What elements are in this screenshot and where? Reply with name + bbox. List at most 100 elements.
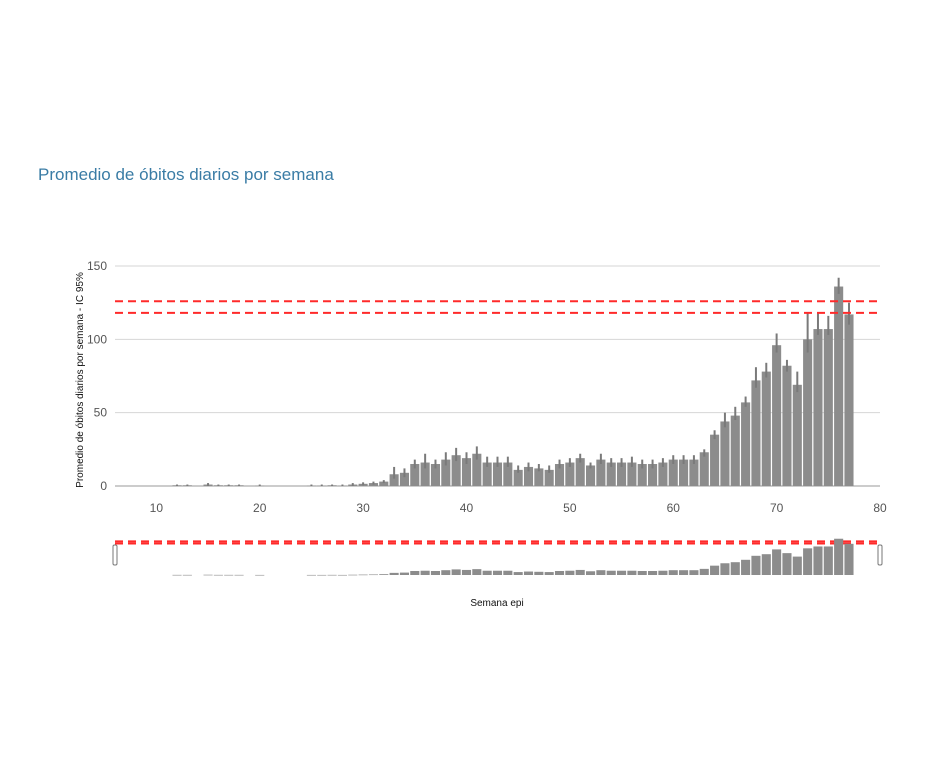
navigator-bar bbox=[358, 574, 368, 576]
range-navigator[interactable] bbox=[112, 538, 883, 576]
navigator-bar bbox=[648, 571, 658, 575]
bar bbox=[844, 314, 854, 486]
reference-lines bbox=[115, 300, 880, 545]
navigator-bar bbox=[844, 543, 854, 575]
navigator-bar bbox=[410, 571, 420, 575]
bar bbox=[565, 462, 575, 486]
x-tick-label: 20 bbox=[253, 501, 267, 515]
bar bbox=[513, 469, 523, 486]
navigator-bar bbox=[482, 570, 492, 575]
bar bbox=[617, 462, 627, 486]
bar bbox=[699, 452, 709, 486]
bar bbox=[472, 453, 482, 486]
navigator-bar bbox=[803, 548, 813, 575]
navigator-bar bbox=[741, 559, 751, 575]
navigator-bar bbox=[172, 574, 182, 576]
bar bbox=[803, 339, 813, 486]
y-axis-ticks: 0 50 100 150 bbox=[87, 259, 107, 493]
navigator-bar bbox=[772, 549, 782, 575]
navigator-bar bbox=[575, 569, 585, 575]
navigator-bar bbox=[792, 556, 802, 575]
navigator-bar bbox=[617, 570, 627, 575]
navigator-bar bbox=[834, 538, 844, 575]
chart-title: Promedio de óbitos diarios por semana bbox=[38, 165, 334, 184]
bar bbox=[523, 466, 534, 486]
bar bbox=[585, 465, 596, 486]
bar bbox=[492, 462, 503, 486]
bar bbox=[720, 421, 730, 486]
bar bbox=[379, 481, 389, 486]
navigator-bar bbox=[306, 574, 316, 576]
navigator-bar bbox=[255, 574, 265, 576]
x-tick-label: 40 bbox=[460, 501, 474, 515]
navigator-bar bbox=[534, 571, 544, 575]
navigator-left-handle[interactable] bbox=[112, 544, 118, 566]
navigator-bar bbox=[637, 571, 647, 575]
x-axis-ticks: 10 20 30 40 50 60 70 80 bbox=[150, 501, 887, 515]
navigator-bar bbox=[513, 572, 523, 575]
bar bbox=[668, 459, 678, 486]
navigator-bar bbox=[679, 570, 689, 575]
navigator-bar bbox=[585, 571, 596, 575]
bar bbox=[689, 459, 699, 486]
navigator-bar bbox=[379, 574, 389, 575]
bar bbox=[834, 286, 844, 486]
navigator-bar bbox=[823, 546, 833, 575]
bar bbox=[534, 468, 544, 486]
navigator-bar bbox=[658, 570, 668, 575]
navigator-bar bbox=[234, 574, 244, 576]
bar bbox=[575, 458, 585, 486]
navigator-bar bbox=[782, 553, 792, 575]
navigator-bar bbox=[203, 574, 213, 576]
x-tick-label: 80 bbox=[873, 501, 887, 515]
bar bbox=[441, 459, 451, 486]
bar bbox=[792, 384, 802, 486]
navigator-bar bbox=[668, 570, 678, 575]
y-tick-label: 150 bbox=[87, 259, 107, 273]
bar bbox=[420, 462, 430, 486]
bar bbox=[410, 464, 420, 486]
bar bbox=[813, 329, 823, 486]
bar bbox=[461, 458, 472, 486]
y-tick-label: 100 bbox=[87, 332, 107, 346]
x-axis-label: Semana epi bbox=[470, 598, 523, 609]
bar bbox=[389, 474, 399, 486]
navigator-bar bbox=[420, 570, 430, 575]
bar bbox=[554, 464, 565, 486]
navigator-right-handle[interactable] bbox=[877, 544, 883, 566]
x-tick-label: 70 bbox=[770, 501, 784, 515]
navigator-bar bbox=[368, 574, 378, 576]
navigator-bar bbox=[441, 570, 451, 575]
navigator-bar bbox=[224, 574, 234, 576]
navigator-bar bbox=[182, 574, 192, 576]
navigator-bar bbox=[317, 574, 327, 576]
bar bbox=[606, 462, 616, 486]
x-tick-label: 10 bbox=[150, 501, 164, 515]
navigator-bar bbox=[451, 569, 461, 575]
x-tick-label: 50 bbox=[563, 501, 577, 515]
navigator-bar bbox=[813, 546, 823, 575]
bar bbox=[741, 402, 751, 486]
navigator-bar bbox=[337, 574, 347, 576]
navigator-bar bbox=[430, 571, 441, 575]
bar-series bbox=[172, 286, 854, 487]
navigator-bar bbox=[596, 570, 606, 575]
x-tick-label: 60 bbox=[667, 501, 681, 515]
bar bbox=[430, 464, 441, 486]
navigator-bar bbox=[554, 571, 565, 575]
bar bbox=[658, 462, 668, 486]
x-tick-label: 30 bbox=[356, 501, 370, 515]
navigator-bar bbox=[606, 570, 616, 575]
bar bbox=[761, 371, 771, 486]
bar bbox=[503, 462, 513, 486]
navigator-bar bbox=[523, 571, 534, 575]
error-bars bbox=[176, 277, 850, 486]
bar bbox=[772, 345, 782, 486]
navigator-bar bbox=[472, 569, 482, 575]
navigator-bar bbox=[710, 565, 720, 575]
navigator-bar bbox=[699, 568, 709, 575]
navigator-bar bbox=[389, 572, 399, 575]
bar bbox=[679, 459, 689, 486]
navigator-bar bbox=[565, 570, 575, 575]
